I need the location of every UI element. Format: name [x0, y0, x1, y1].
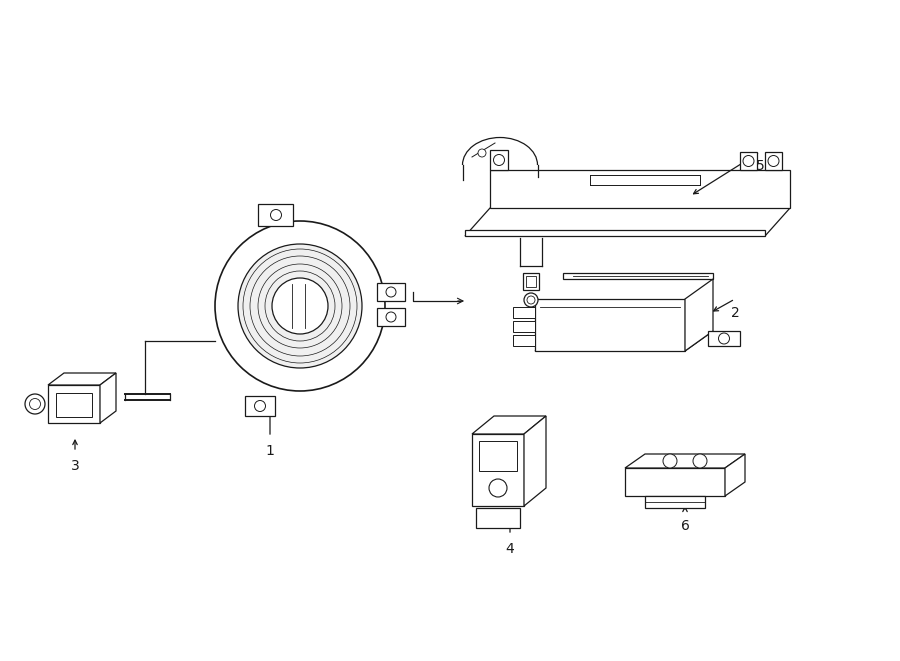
Polygon shape — [245, 396, 275, 416]
Polygon shape — [100, 373, 116, 423]
Circle shape — [524, 293, 538, 307]
Polygon shape — [258, 204, 293, 226]
Polygon shape — [56, 393, 92, 417]
Text: 6: 6 — [680, 519, 689, 533]
Circle shape — [25, 394, 45, 414]
Circle shape — [527, 296, 535, 304]
Polygon shape — [377, 308, 405, 326]
Polygon shape — [48, 385, 100, 423]
Polygon shape — [625, 454, 745, 468]
Polygon shape — [377, 283, 405, 301]
Polygon shape — [472, 434, 524, 506]
Polygon shape — [513, 335, 535, 346]
Circle shape — [493, 155, 505, 165]
Circle shape — [30, 399, 40, 410]
Polygon shape — [479, 441, 517, 471]
Circle shape — [743, 155, 754, 167]
Polygon shape — [490, 170, 790, 208]
Polygon shape — [490, 150, 508, 170]
Polygon shape — [708, 331, 740, 346]
Polygon shape — [513, 307, 535, 318]
Polygon shape — [513, 321, 535, 332]
Circle shape — [255, 401, 266, 412]
Circle shape — [768, 155, 779, 167]
Text: 1: 1 — [266, 444, 274, 458]
Polygon shape — [725, 454, 745, 496]
Polygon shape — [465, 230, 765, 236]
Circle shape — [478, 149, 486, 157]
Polygon shape — [48, 373, 116, 385]
Circle shape — [271, 210, 282, 221]
Polygon shape — [472, 416, 546, 434]
Polygon shape — [563, 273, 713, 279]
Circle shape — [489, 479, 507, 497]
Circle shape — [272, 278, 328, 334]
Polygon shape — [765, 152, 782, 170]
Text: 5: 5 — [756, 159, 764, 173]
Polygon shape — [625, 468, 725, 496]
Circle shape — [238, 244, 362, 368]
Polygon shape — [526, 276, 536, 287]
Polygon shape — [524, 416, 546, 506]
Polygon shape — [535, 331, 713, 351]
Circle shape — [386, 312, 396, 322]
Text: 3: 3 — [70, 459, 79, 473]
Text: 2: 2 — [731, 306, 740, 320]
Polygon shape — [645, 496, 705, 508]
Circle shape — [663, 454, 677, 468]
Polygon shape — [476, 508, 520, 528]
Circle shape — [215, 221, 385, 391]
Circle shape — [386, 287, 396, 297]
Circle shape — [693, 454, 707, 468]
Polygon shape — [523, 273, 539, 290]
Polygon shape — [465, 208, 790, 236]
Circle shape — [718, 333, 730, 344]
Polygon shape — [535, 299, 685, 351]
Polygon shape — [740, 152, 757, 170]
Polygon shape — [685, 279, 713, 351]
Text: 4: 4 — [506, 542, 515, 556]
